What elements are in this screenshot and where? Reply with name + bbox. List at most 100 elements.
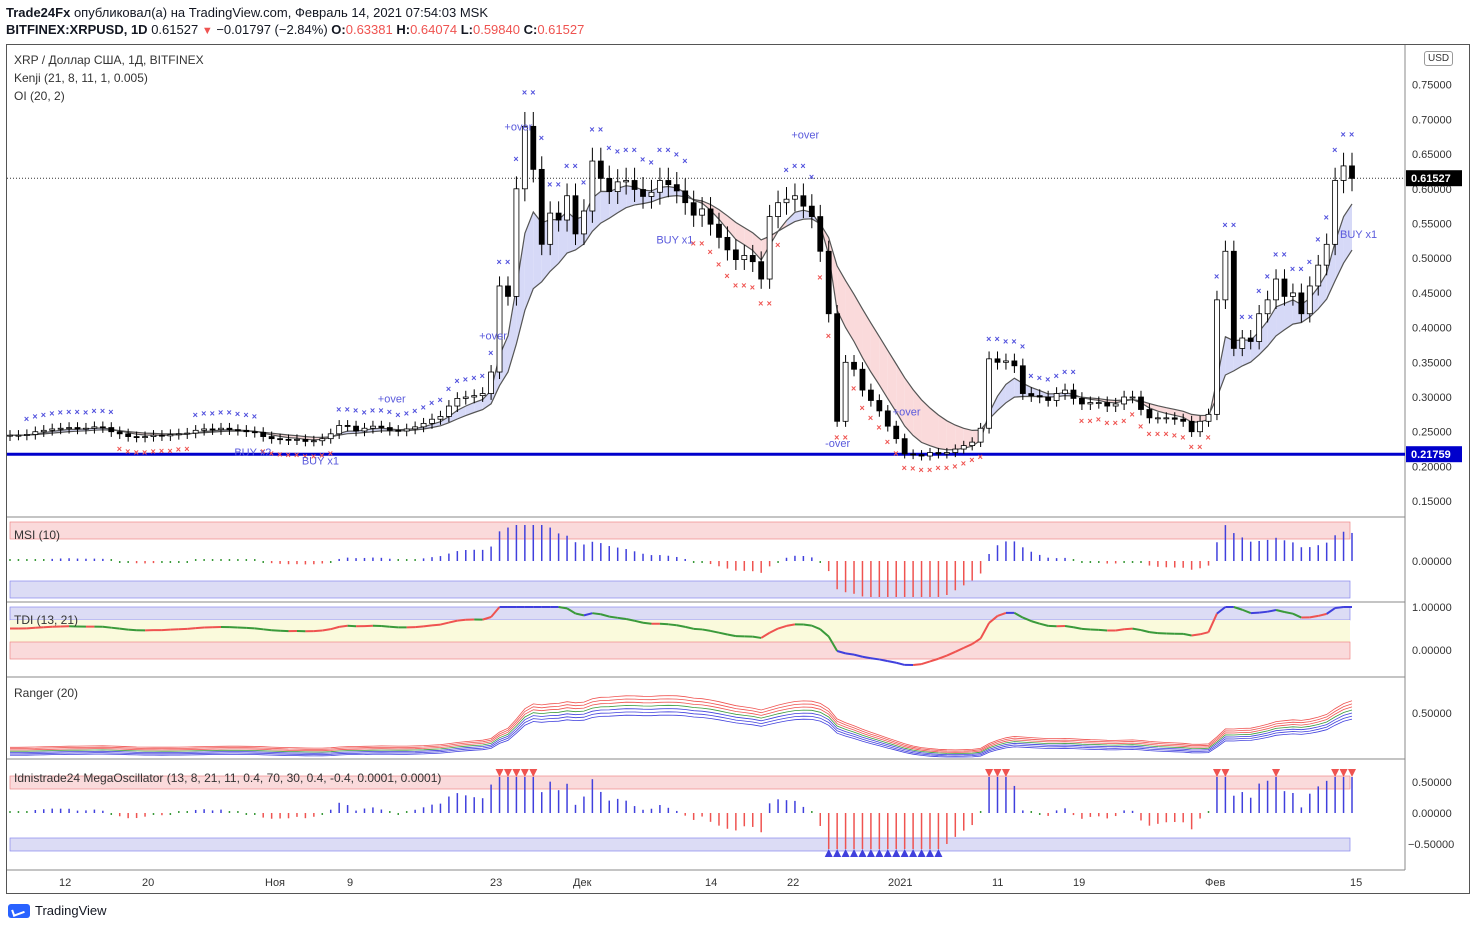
cloud-segment <box>617 185 627 213</box>
tdi-line-segment <box>575 612 585 617</box>
marker-cross-blue: × <box>1222 220 1227 230</box>
candle-body <box>462 396 469 399</box>
candle-body <box>7 434 13 437</box>
marker-cross-blue: × <box>556 180 561 190</box>
cloud-segment <box>1005 378 1015 403</box>
tdi-line-segment <box>786 623 796 627</box>
candle-body <box>1264 299 1271 315</box>
annotation-label: +over <box>378 394 406 406</box>
price-tick-label: 0.20000 <box>1412 461 1452 473</box>
tdi-line-segment <box>617 616 627 620</box>
annotation-label: +over <box>893 406 921 418</box>
legend-ranger[interactable]: Ranger (20) <box>14 686 79 700</box>
candle-body <box>741 255 748 260</box>
tdi-line-segment <box>128 628 137 632</box>
legend-mega[interactable]: Idnistrade24 MegaOscillator (13, 8, 21, … <box>14 771 442 785</box>
marker-cross-blue: × <box>606 143 611 153</box>
tdi-line-segment <box>693 627 703 631</box>
mega-sell-triangle <box>985 769 994 777</box>
tdi-tick-high: 1.00000 <box>1412 602 1452 614</box>
marker-cross-red: × <box>910 464 915 474</box>
tdi-line-segment <box>777 624 787 630</box>
marker-cross-blue: × <box>24 414 29 424</box>
candle-body <box>1332 180 1339 245</box>
cloud-segment <box>837 265 846 328</box>
candle-body <box>454 398 461 407</box>
cloud-segment <box>744 227 753 251</box>
ranger-band-6 <box>10 714 1353 758</box>
candle-body <box>530 125 537 170</box>
tdi-line-segment <box>381 624 390 628</box>
candle-body <box>429 418 435 424</box>
marker-cross-red: × <box>902 463 907 473</box>
marker-cross-blue: × <box>395 410 400 420</box>
tdi-line-segment <box>389 625 399 629</box>
ranger-band-4 <box>10 708 1353 756</box>
candle-body <box>682 190 689 204</box>
msi-lower-band <box>9 580 1351 599</box>
candle-body <box>234 429 241 432</box>
cloud-segment <box>1267 306 1277 347</box>
mega-sell-triangle <box>520 769 529 777</box>
marker-cross-red: × <box>1172 430 1177 440</box>
legend-oi[interactable]: OI (20, 2) <box>14 89 65 103</box>
ranger-tick-label: 0.50000 <box>1412 708 1452 720</box>
marker-cross-blue: × <box>108 407 113 417</box>
candle-body <box>775 202 781 217</box>
currency-badge[interactable]: USD <box>1424 51 1454 66</box>
tdi-line-segment <box>1216 606 1227 615</box>
low-label: L: <box>460 22 473 37</box>
candle-body <box>277 438 283 441</box>
tdi-line-segment <box>119 627 129 631</box>
marker-cross-blue: × <box>1239 312 1244 322</box>
tdi-line-segment <box>1039 622 1049 627</box>
candle-body <box>969 441 976 446</box>
tdi-line-segment <box>111 626 120 630</box>
marker-cross-red: × <box>150 447 155 457</box>
candle-body <box>893 425 900 440</box>
tdi-line-segment <box>1064 625 1074 629</box>
cloud-segment <box>524 212 534 311</box>
candle-body <box>1104 402 1111 407</box>
price-tick-label: 0.60000 <box>1412 184 1452 196</box>
cloud-segment <box>499 335 508 386</box>
marker-cross-red: × <box>876 423 881 433</box>
marker-cross-red: × <box>1155 429 1160 439</box>
marker-cross-blue: × <box>488 348 493 358</box>
marker-cross-red: × <box>117 444 122 454</box>
cloud-segment <box>558 211 568 264</box>
candle-body <box>445 405 452 417</box>
marker-cross-blue: × <box>530 88 535 98</box>
candle-body <box>521 125 528 190</box>
tdi-line-segment <box>448 619 458 624</box>
cloud-segment <box>929 407 939 449</box>
marker-cross-blue: × <box>784 165 789 175</box>
legend-msi[interactable]: MSI (10) <box>14 528 61 542</box>
candle-body <box>336 425 343 435</box>
candle-body <box>412 426 419 430</box>
candle-body <box>1062 389 1068 394</box>
marker-cross-red: × <box>885 437 890 447</box>
candle-body <box>1121 396 1128 405</box>
mega-buy-triangle <box>875 849 884 857</box>
tdi-line-segment <box>921 660 931 666</box>
tdi-line-segment <box>760 631 771 639</box>
marker-cross-blue: × <box>497 257 502 267</box>
tdi-line-segment <box>1124 627 1133 631</box>
marker-cross-red: × <box>919 465 924 475</box>
chart-frame[interactable] <box>6 44 1470 894</box>
legend-tdi[interactable]: TDI (13, 21) <box>14 613 79 627</box>
candle-body <box>555 212 562 221</box>
tdi-line-segment <box>558 606 568 610</box>
tdi-line-segment <box>887 660 897 664</box>
legend-kenji[interactable]: Kenji (21, 8, 11, 1, 0.005) <box>14 71 148 85</box>
tdi-line-segment <box>836 650 846 655</box>
marker-cross-blue: × <box>412 406 417 416</box>
tdi-line-segment <box>415 625 424 629</box>
marker-cross-blue: × <box>193 410 198 420</box>
publisher-name[interactable]: Trade24Fx <box>6 5 71 20</box>
candle-body <box>1087 402 1094 405</box>
tdi-line-segment <box>322 628 331 632</box>
footer-brand[interactable]: TradingView <box>35 903 107 918</box>
